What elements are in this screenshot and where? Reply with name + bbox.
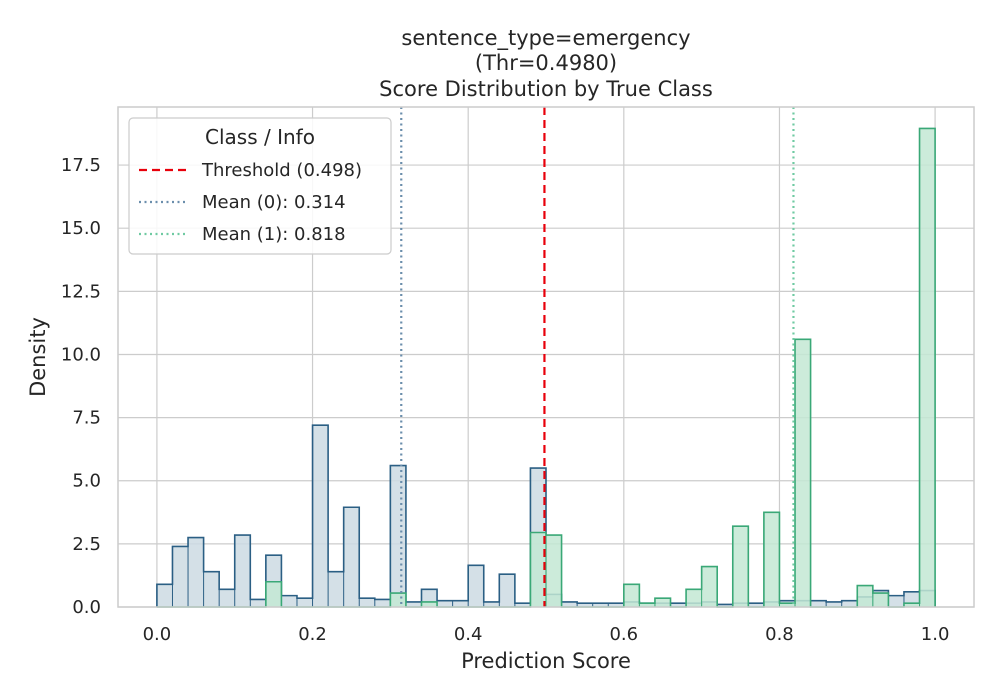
histogram-bar — [203, 571, 220, 607]
histogram-bar — [265, 581, 282, 607]
legend-label-mean-0: Mean (0): 0.314 — [202, 192, 346, 213]
histogram-bar — [639, 603, 655, 607]
histogram-bar — [795, 339, 811, 607]
y-tick-label: 7.5 — [72, 408, 101, 429]
y-tick-label: 17.5 — [61, 155, 101, 176]
series-class-1 — [156, 127, 936, 608]
y-axis-ticks: 0.0 2.5 5.0 7.5 10.0 12.5 15.0 17.5 — [61, 155, 101, 618]
histogram-bar — [592, 603, 609, 607]
histogram-bar — [748, 603, 764, 607]
histogram-bar — [857, 585, 873, 607]
histogram-bar — [732, 526, 749, 607]
histogram-outline — [156, 424, 936, 607]
histogram-bar — [328, 571, 344, 607]
legend-label-mean-1: Mean (1): 0.818 — [202, 224, 346, 245]
histogram-bar — [779, 603, 796, 607]
y-tick-label: 0.0 — [72, 597, 101, 618]
histogram-bar — [530, 532, 546, 607]
histogram-bar — [903, 603, 920, 607]
chart-title-line-1: sentence_type=emergency — [401, 26, 690, 51]
histogram-bar — [577, 603, 593, 607]
histogram-bar — [686, 589, 702, 607]
histogram-bar — [234, 535, 251, 607]
histogram-bar — [514, 603, 531, 607]
histogram-bar — [343, 507, 360, 607]
histogram-bar — [374, 599, 391, 607]
x-tick-label: 1.0 — [921, 624, 950, 645]
histogram-bar — [701, 566, 718, 607]
histogram-bar — [546, 535, 562, 607]
histogram-bar — [172, 546, 189, 607]
x-axis-label: Prediction Score — [461, 649, 631, 673]
histogram-bar — [421, 601, 438, 607]
legend-label-threshold: Threshold (0.498) — [201, 160, 362, 181]
x-tick-label: 0.4 — [454, 624, 483, 645]
histogram-bar — [670, 603, 687, 607]
histogram-bar — [483, 601, 500, 607]
x-tick-label: 0.0 — [143, 624, 172, 645]
histogram-bar — [888, 595, 904, 607]
histogram-bar — [608, 603, 624, 607]
x-axis-ticks: 0.0 0.2 0.4 0.6 0.8 1.0 — [143, 624, 950, 645]
histogram-bars — [156, 127, 936, 608]
histogram-bar — [452, 600, 469, 607]
histogram-bar — [763, 512, 780, 607]
histogram-bar — [188, 537, 204, 607]
y-tick-label: 12.5 — [61, 281, 101, 302]
histogram-bar — [312, 425, 329, 607]
histogram-bar — [281, 595, 297, 607]
plot-frame — [117, 106, 975, 608]
histogram-bar — [390, 593, 406, 607]
histogram-bar — [499, 574, 515, 607]
histogram-bar — [359, 598, 375, 607]
legend: Class / Info Threshold (0.498) Mean (0):… — [128, 117, 392, 255]
histogram-bar — [390, 465, 406, 607]
y-tick-label: 2.5 — [72, 534, 101, 555]
y-tick-label: 5.0 — [72, 471, 101, 492]
reference-lines — [400, 107, 795, 607]
histogram-bar — [156, 584, 173, 607]
histogram-bar — [405, 601, 422, 607]
legend-title: Class / Info — [205, 125, 315, 149]
histogram-bar — [841, 600, 858, 607]
histogram-bar — [872, 593, 889, 607]
histogram-bar — [250, 599, 266, 607]
legend-box — [128, 117, 392, 255]
y-tick-label: 15.0 — [61, 218, 101, 239]
histogram-bar — [810, 600, 827, 607]
x-tick-label: 0.6 — [609, 624, 638, 645]
chart-title-line-3: Score Distribution by True Class — [379, 77, 713, 101]
histogram-bar — [919, 128, 936, 607]
histogram-bar — [468, 565, 484, 607]
y-tick-label: 10.0 — [61, 344, 101, 365]
histogram-bar — [826, 601, 842, 607]
x-tick-label: 0.8 — [765, 624, 794, 645]
histogram-bar — [219, 589, 235, 607]
histogram-bar — [623, 584, 640, 607]
histogram-bar — [717, 604, 733, 607]
histogram-bar — [437, 600, 453, 607]
histogram-bar — [561, 601, 578, 607]
x-tick-label: 0.2 — [298, 624, 327, 645]
histogram-bar — [296, 598, 313, 607]
chart-title-line-2: (Thr=0.4980) — [475, 51, 617, 75]
y-axis-label: Density — [26, 317, 50, 397]
histogram-bar — [654, 598, 671, 607]
